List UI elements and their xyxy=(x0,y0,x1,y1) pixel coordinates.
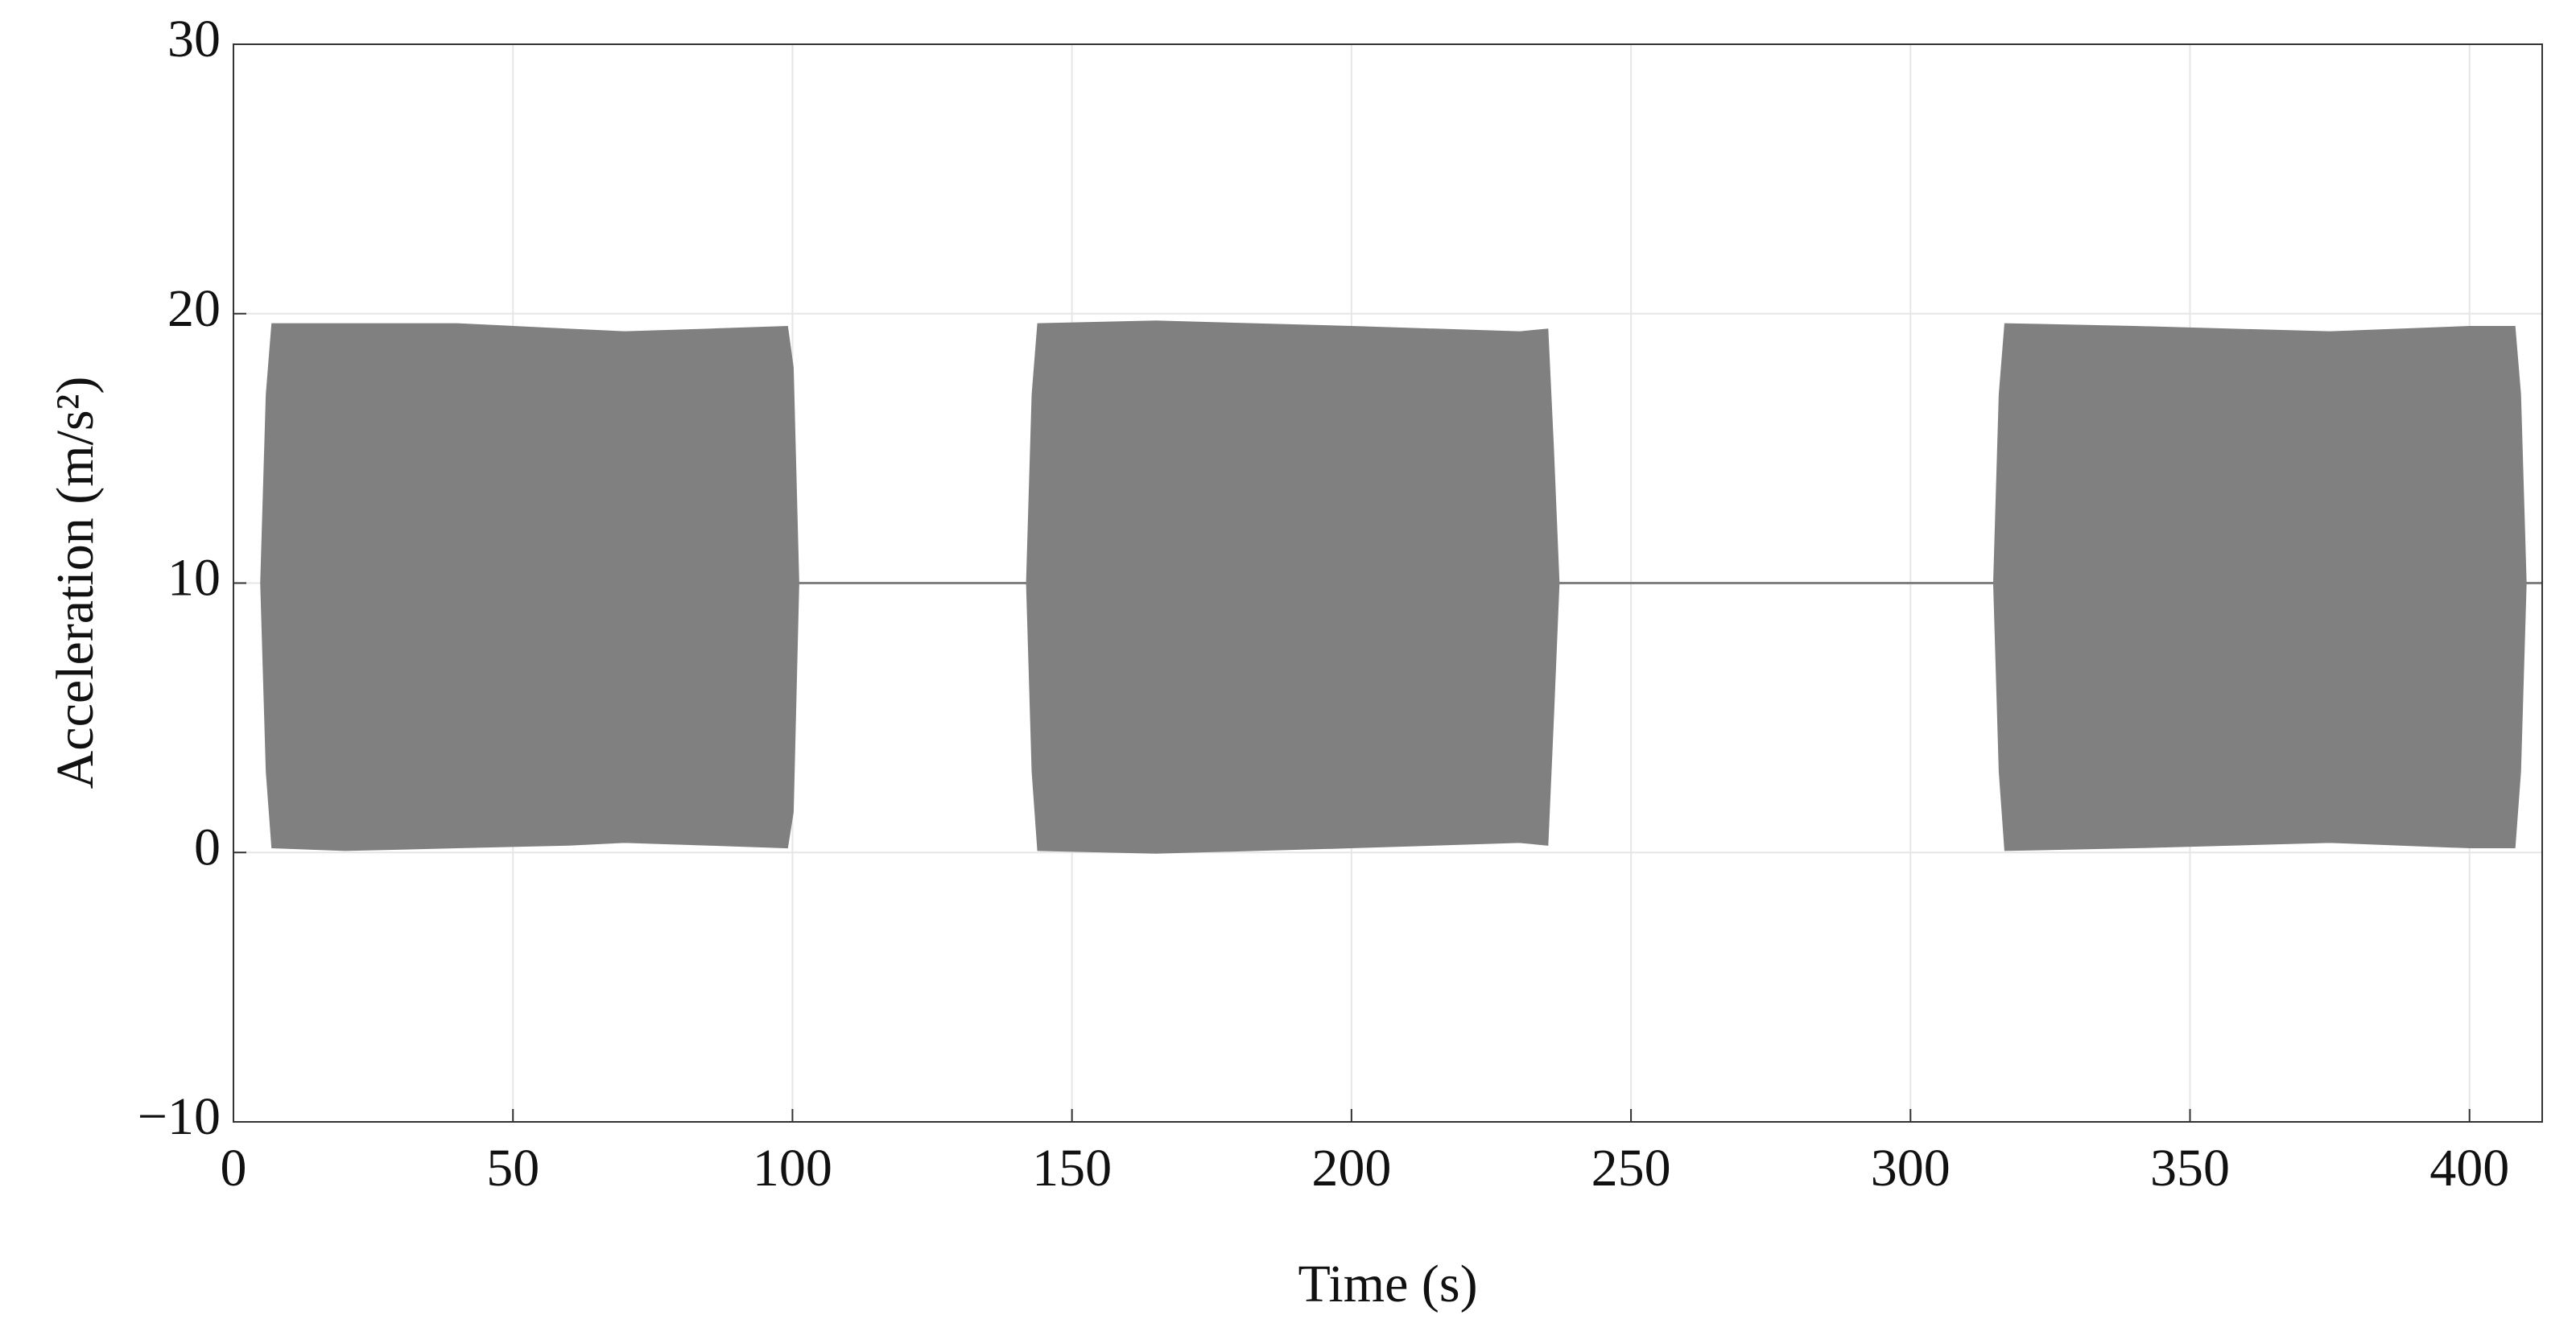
x-tick-label: 100 xyxy=(753,1139,832,1198)
x-tick-label: 250 xyxy=(1591,1139,1671,1198)
y-tick-label: 10 xyxy=(167,549,221,608)
x-tick-label: 50 xyxy=(486,1139,539,1198)
plot-frame xyxy=(233,43,2543,1123)
y-axis-label: Acceleration (m/s²) xyxy=(46,377,105,789)
signal-envelope xyxy=(260,320,2542,854)
x-tick-label: 300 xyxy=(1871,1139,1951,1198)
x-tick-label: 400 xyxy=(2429,1139,2509,1198)
x-tick-label: 150 xyxy=(1032,1139,1112,1198)
y-tick-label: −10 xyxy=(138,1087,221,1146)
x-tick-label: 200 xyxy=(1311,1139,1391,1198)
y-tick-label: 20 xyxy=(167,279,221,338)
y-tick-label: 0 xyxy=(194,818,221,876)
x-tick-label: 0 xyxy=(221,1139,247,1198)
y-tick-label: 30 xyxy=(167,10,221,68)
x-axis-label: Time (s) xyxy=(1298,1255,1477,1313)
x-tick-label: 350 xyxy=(2150,1139,2230,1198)
